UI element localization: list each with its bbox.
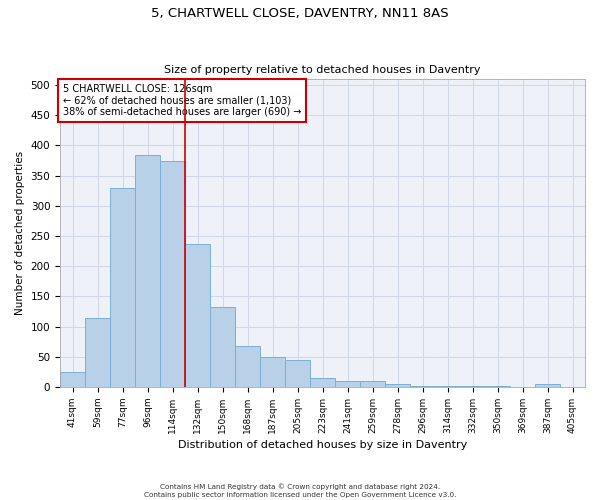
Text: Contains HM Land Registry data © Crown copyright and database right 2024.
Contai: Contains HM Land Registry data © Crown c… — [144, 484, 456, 498]
Bar — [485, 386, 510, 387]
Title: Size of property relative to detached houses in Daventry: Size of property relative to detached ho… — [164, 66, 481, 76]
Bar — [185, 244, 210, 387]
Bar — [160, 160, 185, 387]
Bar — [460, 386, 485, 387]
Y-axis label: Number of detached properties: Number of detached properties — [15, 151, 25, 315]
Bar — [360, 381, 385, 387]
Text: 5, CHARTWELL CLOSE, DAVENTRY, NN11 8AS: 5, CHARTWELL CLOSE, DAVENTRY, NN11 8AS — [151, 8, 449, 20]
Bar — [60, 372, 85, 387]
Bar — [260, 357, 285, 387]
Bar — [285, 360, 310, 387]
Bar — [210, 308, 235, 387]
Text: 5 CHARTWELL CLOSE: 126sqm
← 62% of detached houses are smaller (1,103)
38% of se: 5 CHARTWELL CLOSE: 126sqm ← 62% of detac… — [62, 84, 301, 117]
Bar — [135, 154, 160, 387]
Bar — [410, 386, 435, 387]
Bar — [335, 381, 360, 387]
Bar — [85, 318, 110, 387]
X-axis label: Distribution of detached houses by size in Daventry: Distribution of detached houses by size … — [178, 440, 467, 450]
Bar — [385, 384, 410, 387]
Bar — [110, 188, 135, 387]
Bar — [435, 386, 460, 387]
Bar — [310, 378, 335, 387]
Bar — [235, 346, 260, 387]
Bar — [535, 384, 560, 387]
